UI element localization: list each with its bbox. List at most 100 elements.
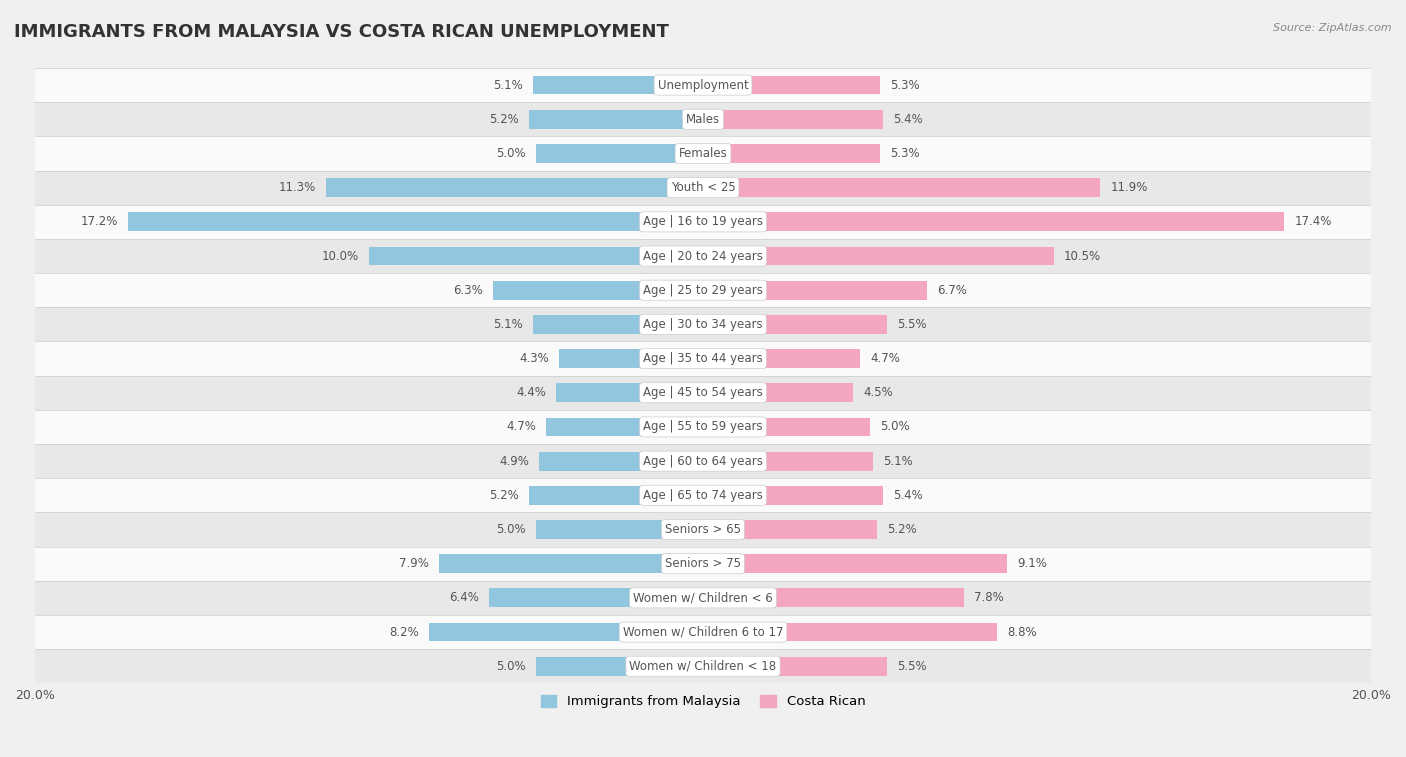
Bar xyxy=(703,383,853,402)
Text: 17.4%: 17.4% xyxy=(1295,215,1331,229)
Bar xyxy=(703,247,1053,266)
Bar xyxy=(35,68,1371,102)
Text: 10.5%: 10.5% xyxy=(1064,250,1101,263)
Text: Age | 60 to 64 years: Age | 60 to 64 years xyxy=(643,455,763,468)
Text: Age | 25 to 29 years: Age | 25 to 29 years xyxy=(643,284,763,297)
Bar xyxy=(492,281,703,300)
Bar xyxy=(533,76,703,95)
Bar xyxy=(703,76,880,95)
Text: 8.8%: 8.8% xyxy=(1007,625,1036,639)
Text: Unemployment: Unemployment xyxy=(658,79,748,92)
Bar xyxy=(703,623,997,641)
Text: 5.2%: 5.2% xyxy=(489,489,519,502)
Text: 4.4%: 4.4% xyxy=(516,386,546,399)
Text: Age | 35 to 44 years: Age | 35 to 44 years xyxy=(643,352,763,365)
Text: 9.1%: 9.1% xyxy=(1017,557,1047,570)
Text: Seniors > 65: Seniors > 65 xyxy=(665,523,741,536)
Text: Source: ZipAtlas.com: Source: ZipAtlas.com xyxy=(1274,23,1392,33)
Text: 5.0%: 5.0% xyxy=(496,147,526,160)
Bar xyxy=(703,452,873,471)
Bar xyxy=(703,213,1284,231)
Bar xyxy=(326,178,703,197)
Bar xyxy=(536,144,703,163)
Bar xyxy=(703,554,1007,573)
Text: 6.3%: 6.3% xyxy=(453,284,482,297)
Bar xyxy=(35,547,1371,581)
Text: Age | 30 to 34 years: Age | 30 to 34 years xyxy=(643,318,763,331)
Bar xyxy=(35,307,1371,341)
Bar xyxy=(35,341,1371,375)
Text: 5.1%: 5.1% xyxy=(883,455,912,468)
Bar xyxy=(533,315,703,334)
Text: 8.2%: 8.2% xyxy=(389,625,419,639)
Text: 5.5%: 5.5% xyxy=(897,660,927,673)
Text: 5.2%: 5.2% xyxy=(887,523,917,536)
Legend: Immigrants from Malaysia, Costa Rican: Immigrants from Malaysia, Costa Rican xyxy=(536,690,870,714)
Bar xyxy=(35,102,1371,136)
Text: 5.5%: 5.5% xyxy=(897,318,927,331)
Text: 5.2%: 5.2% xyxy=(489,113,519,126)
Bar xyxy=(703,486,883,505)
Text: 17.2%: 17.2% xyxy=(82,215,118,229)
Text: Women w/ Children 6 to 17: Women w/ Children 6 to 17 xyxy=(623,625,783,639)
Text: 5.0%: 5.0% xyxy=(496,660,526,673)
Text: Seniors > 75: Seniors > 75 xyxy=(665,557,741,570)
Bar xyxy=(703,315,887,334)
Text: 4.9%: 4.9% xyxy=(499,455,529,468)
Bar xyxy=(529,486,703,505)
Text: 6.7%: 6.7% xyxy=(936,284,967,297)
Text: 5.3%: 5.3% xyxy=(890,79,920,92)
Text: Women w/ Children < 6: Women w/ Children < 6 xyxy=(633,591,773,604)
Bar xyxy=(703,418,870,436)
Bar xyxy=(560,349,703,368)
Bar xyxy=(429,623,703,641)
Text: Age | 16 to 19 years: Age | 16 to 19 years xyxy=(643,215,763,229)
Bar xyxy=(35,170,1371,204)
Bar xyxy=(703,110,883,129)
Text: 4.7%: 4.7% xyxy=(506,420,536,434)
Bar xyxy=(368,247,703,266)
Bar xyxy=(540,452,703,471)
Bar xyxy=(35,512,1371,547)
Text: 4.3%: 4.3% xyxy=(520,352,550,365)
Text: Females: Females xyxy=(679,147,727,160)
Text: 5.4%: 5.4% xyxy=(893,489,924,502)
Text: 5.3%: 5.3% xyxy=(890,147,920,160)
Text: 5.1%: 5.1% xyxy=(494,318,523,331)
Text: 5.1%: 5.1% xyxy=(494,79,523,92)
Bar xyxy=(128,213,703,231)
Bar xyxy=(703,281,927,300)
Bar xyxy=(489,588,703,607)
Bar xyxy=(35,478,1371,512)
Bar xyxy=(35,581,1371,615)
Bar xyxy=(439,554,703,573)
Text: 4.5%: 4.5% xyxy=(863,386,893,399)
Text: 6.4%: 6.4% xyxy=(450,591,479,604)
Text: 4.7%: 4.7% xyxy=(870,352,900,365)
Text: 5.0%: 5.0% xyxy=(880,420,910,434)
Bar xyxy=(703,178,1101,197)
Bar xyxy=(703,657,887,676)
Bar xyxy=(703,349,860,368)
Bar xyxy=(35,650,1371,684)
Text: 5.0%: 5.0% xyxy=(496,523,526,536)
Bar xyxy=(35,273,1371,307)
Text: 10.0%: 10.0% xyxy=(322,250,359,263)
Bar xyxy=(35,615,1371,650)
Bar xyxy=(35,239,1371,273)
Text: 5.4%: 5.4% xyxy=(893,113,924,126)
Bar xyxy=(703,520,877,539)
Bar xyxy=(35,444,1371,478)
Bar xyxy=(529,110,703,129)
Text: Women w/ Children < 18: Women w/ Children < 18 xyxy=(630,660,776,673)
Text: Males: Males xyxy=(686,113,720,126)
Text: 7.9%: 7.9% xyxy=(399,557,429,570)
Bar xyxy=(35,136,1371,170)
Text: 11.3%: 11.3% xyxy=(278,181,315,194)
Text: IMMIGRANTS FROM MALAYSIA VS COSTA RICAN UNEMPLOYMENT: IMMIGRANTS FROM MALAYSIA VS COSTA RICAN … xyxy=(14,23,669,41)
Bar xyxy=(555,383,703,402)
Bar xyxy=(35,204,1371,239)
Text: 11.9%: 11.9% xyxy=(1111,181,1147,194)
Text: Age | 65 to 74 years: Age | 65 to 74 years xyxy=(643,489,763,502)
Bar xyxy=(536,520,703,539)
